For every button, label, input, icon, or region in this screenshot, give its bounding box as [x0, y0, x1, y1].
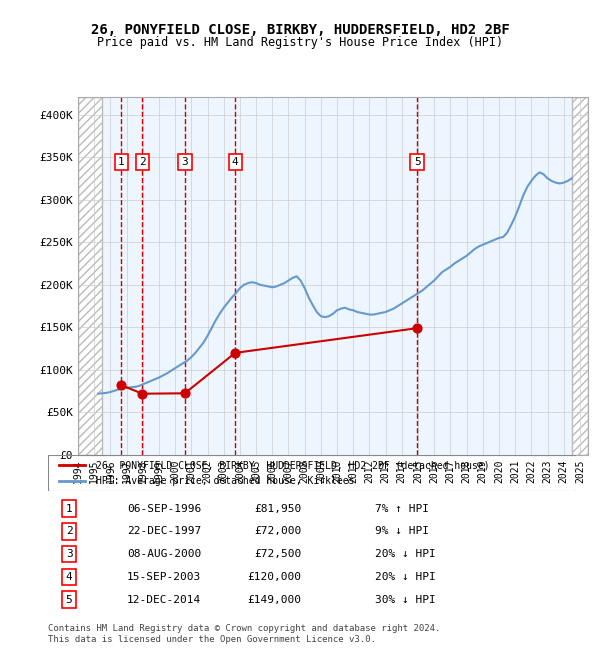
Point — [230, 348, 240, 358]
Text: 12-DEC-2014: 12-DEC-2014 — [127, 595, 202, 604]
Text: Contains HM Land Registry data © Crown copyright and database right 2024.
This d: Contains HM Land Registry data © Crown c… — [48, 624, 440, 644]
Text: £149,000: £149,000 — [247, 595, 301, 604]
Bar — [102, 98, 572, 455]
Point — [137, 389, 147, 399]
Text: £72,000: £72,000 — [254, 526, 301, 536]
Text: 3: 3 — [66, 549, 73, 559]
Text: Price paid vs. HM Land Registry's House Price Index (HPI): Price paid vs. HM Land Registry's House … — [97, 36, 503, 49]
Text: £81,950: £81,950 — [254, 504, 301, 514]
Text: 08-AUG-2000: 08-AUG-2000 — [127, 549, 202, 559]
Text: 1: 1 — [66, 504, 73, 514]
Text: £120,000: £120,000 — [247, 572, 301, 582]
Bar — [572, 98, 588, 455]
Text: 26, PONYFIELD CLOSE, BIRKBY, HUDDERSFIELD, HD2 2BF: 26, PONYFIELD CLOSE, BIRKBY, HUDDERSFIEL… — [91, 23, 509, 37]
Text: 15-SEP-2003: 15-SEP-2003 — [127, 572, 202, 582]
Text: HPI: Average price, detached house, Kirklees: HPI: Average price, detached house, Kirk… — [95, 476, 354, 486]
Text: 9% ↓ HPI: 9% ↓ HPI — [376, 526, 430, 536]
Text: 30% ↓ HPI: 30% ↓ HPI — [376, 595, 436, 604]
Text: 7% ↑ HPI: 7% ↑ HPI — [376, 504, 430, 514]
Text: 2: 2 — [66, 526, 73, 536]
Text: 3: 3 — [181, 157, 188, 167]
Text: 5: 5 — [414, 157, 421, 167]
Text: 4: 4 — [232, 157, 239, 167]
Text: £72,500: £72,500 — [254, 549, 301, 559]
Text: 1: 1 — [118, 157, 125, 167]
Text: 20% ↓ HPI: 20% ↓ HPI — [376, 572, 436, 582]
Point — [116, 380, 126, 391]
Text: 26, PONYFIELD CLOSE, BIRKBY, HUDDERSFIELD, HD2 2BF (detached house): 26, PONYFIELD CLOSE, BIRKBY, HUDDERSFIEL… — [95, 460, 489, 470]
Text: 22-DEC-1997: 22-DEC-1997 — [127, 526, 202, 536]
Text: 2: 2 — [139, 157, 146, 167]
Point — [180, 388, 190, 398]
Bar — [572, 98, 588, 455]
Point — [412, 323, 422, 333]
Bar — [78, 98, 102, 455]
Text: 06-SEP-1996: 06-SEP-1996 — [127, 504, 202, 514]
Text: 4: 4 — [66, 572, 73, 582]
Bar — [78, 98, 102, 455]
Text: 20% ↓ HPI: 20% ↓ HPI — [376, 549, 436, 559]
Text: 5: 5 — [66, 595, 73, 604]
